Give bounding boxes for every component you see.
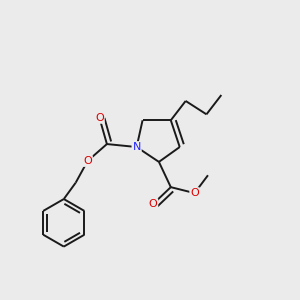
Text: O: O [190,188,199,198]
Text: O: O [148,199,157,209]
Text: O: O [95,113,104,123]
Text: N: N [132,142,141,152]
Text: O: O [83,156,92,166]
